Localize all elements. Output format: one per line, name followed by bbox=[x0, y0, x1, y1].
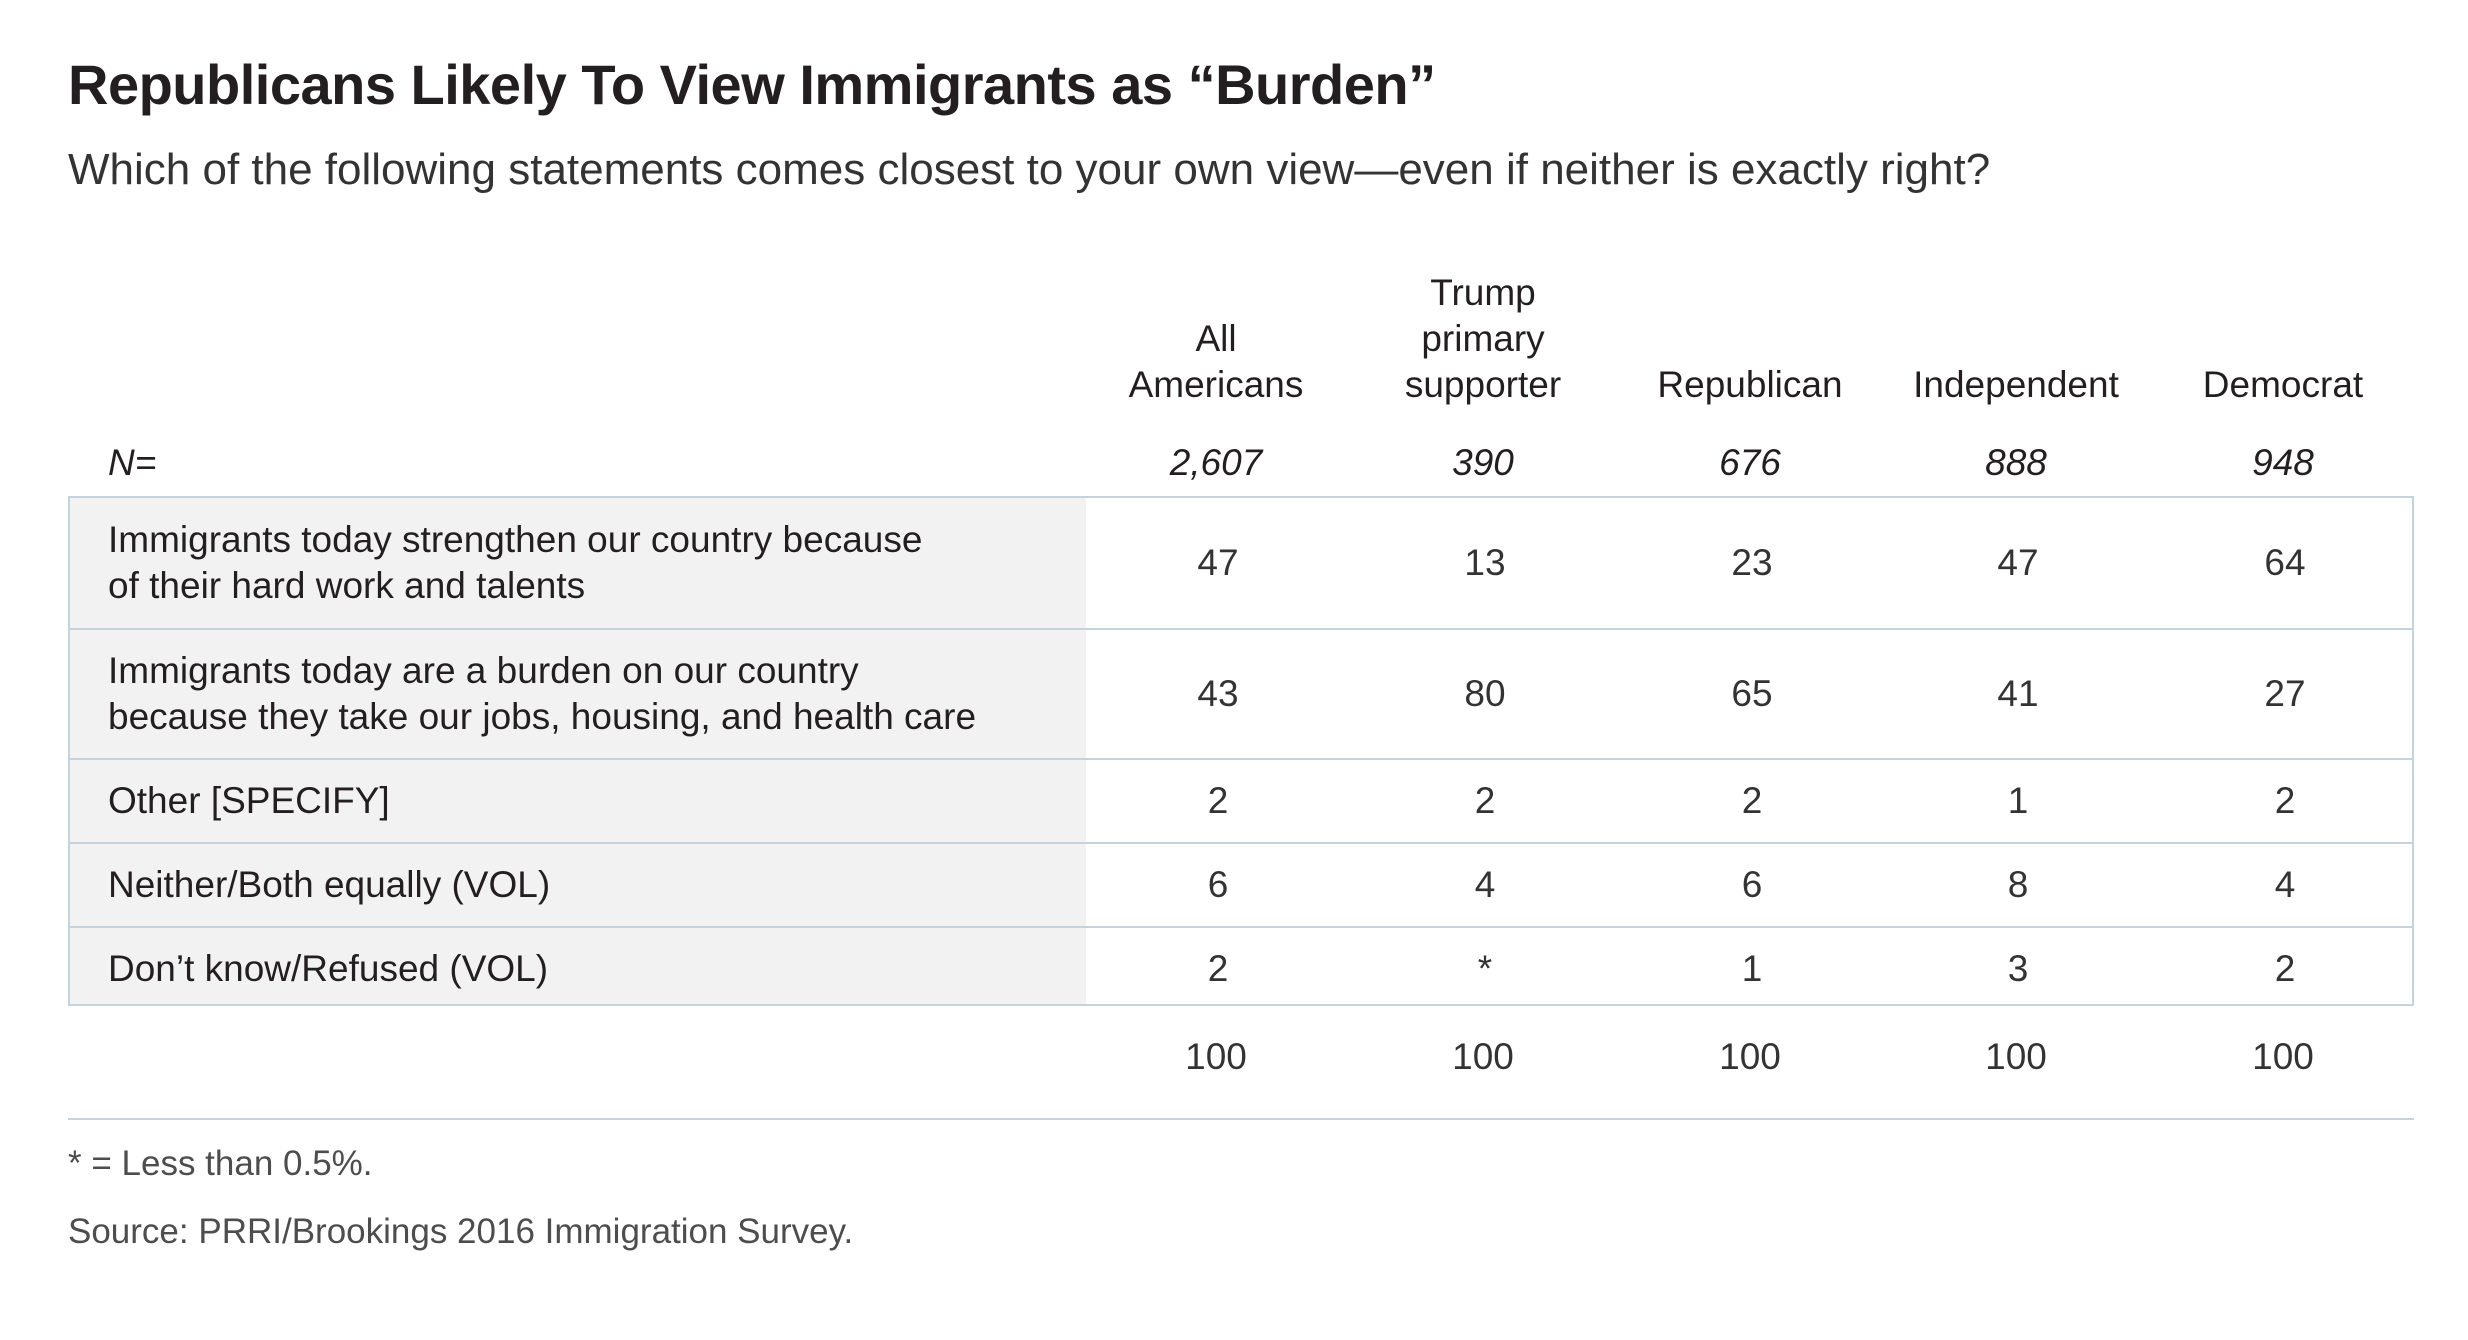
total-value: 100 bbox=[1985, 1036, 2047, 1077]
chart-title: Republicans Likely To View Immigrants as… bbox=[68, 53, 1436, 116]
total-row: 100 100 100 100 100 bbox=[0, 1036, 2468, 1086]
table-cell: * bbox=[1477, 948, 1493, 989]
text-line: Don’t know/Refused (VOL) bbox=[108, 948, 549, 989]
table-cell: 2 bbox=[2274, 780, 2296, 821]
text-line: supporter bbox=[1404, 364, 1562, 405]
table-cell: 47 bbox=[1997, 542, 2039, 583]
table-cell: 80 bbox=[1464, 673, 1506, 714]
table-cell: 3 bbox=[2007, 948, 2029, 989]
row-label: Don’t know/Refused (VOL) bbox=[108, 946, 1068, 992]
text-line: Trump bbox=[1430, 272, 1536, 313]
row-label: Other [SPECIFY] bbox=[108, 778, 1068, 824]
table-row: Neither/Both equally (VOL) 6 4 6 8 4 bbox=[70, 842, 2412, 926]
total-value: 100 bbox=[1719, 1036, 1781, 1077]
row-label-background bbox=[70, 498, 1086, 1004]
text-line: Neither/Both equally (VOL) bbox=[108, 864, 551, 905]
bottom-divider bbox=[68, 1118, 2414, 1120]
column-header: All Americans bbox=[1086, 316, 1346, 408]
table-cell: 4 bbox=[1474, 864, 1496, 905]
table-cell: 6 bbox=[1207, 864, 1229, 905]
table-row: Immigrants today are a burden on our cou… bbox=[70, 628, 2412, 758]
table-row: Immigrants today strengthen our country … bbox=[70, 498, 2412, 628]
table-cell: 2 bbox=[1207, 780, 1229, 821]
row-label: Neither/Both equally (VOL) bbox=[108, 862, 1068, 908]
total-value: 100 bbox=[1452, 1036, 1514, 1077]
source-note: Source: PRRI/Brookings 2016 Immigration … bbox=[68, 1212, 854, 1251]
column-header: Republican bbox=[1620, 362, 1880, 408]
text-line: Other [SPECIFY] bbox=[108, 780, 390, 821]
text-line: Americans bbox=[1128, 364, 1304, 405]
table-cell: 1 bbox=[2007, 780, 2029, 821]
sample-size-row: N= 2,607 390 676 888 948 bbox=[0, 440, 2468, 490]
table-cell: 13 bbox=[1464, 542, 1506, 583]
table-cell: 2 bbox=[1207, 948, 1229, 989]
table-cell: 43 bbox=[1197, 673, 1239, 714]
column-header: Trump primary supporter bbox=[1353, 270, 1613, 408]
table-cell: 8 bbox=[2007, 864, 2029, 905]
sample-size-value: 888 bbox=[1985, 442, 2047, 483]
table-cell: 23 bbox=[1731, 542, 1773, 583]
text-line: Democrat bbox=[2202, 364, 2364, 405]
column-header: Democrat bbox=[2153, 362, 2413, 408]
table-cell: 2 bbox=[1474, 780, 1496, 821]
table-cell: 65 bbox=[1731, 673, 1773, 714]
table-cell: 1 bbox=[1741, 948, 1763, 989]
row-label: Immigrants today are a burden on our cou… bbox=[108, 648, 1068, 740]
text-line: Republican bbox=[1657, 364, 1843, 405]
sample-size-value: 948 bbox=[2252, 442, 2314, 483]
table-row: Don’t know/Refused (VOL) 2 * 1 3 2 bbox=[70, 926, 2412, 1010]
text-line: of their hard work and talents bbox=[108, 565, 586, 606]
text-line: because they take our jobs, housing, and… bbox=[108, 696, 977, 737]
table-cell: 47 bbox=[1197, 542, 1239, 583]
row-label: Immigrants today strengthen our country … bbox=[108, 517, 1068, 609]
chart-subtitle: Which of the following statements comes … bbox=[68, 145, 1991, 194]
table-cell: 64 bbox=[2264, 542, 2306, 583]
total-value: 100 bbox=[1185, 1036, 1247, 1077]
table-cell: 27 bbox=[2264, 673, 2306, 714]
text-line: Independent bbox=[1913, 364, 2119, 405]
sample-size-value: 676 bbox=[1719, 442, 1781, 483]
data-table: Immigrants today strengthen our country … bbox=[68, 496, 2414, 1006]
table-cell: 2 bbox=[1741, 780, 1763, 821]
table-cell: 2 bbox=[2274, 948, 2296, 989]
sample-size-value: 390 bbox=[1452, 442, 1514, 483]
table-cell: 6 bbox=[1741, 864, 1763, 905]
text-line: Immigrants today strengthen our country … bbox=[108, 519, 923, 560]
table-cell: 41 bbox=[1997, 673, 2039, 714]
column-header: Independent bbox=[1886, 362, 2146, 408]
text-line: primary bbox=[1421, 318, 1545, 359]
sample-size-value: 2,607 bbox=[1169, 442, 1263, 483]
table-row: Other [SPECIFY] 2 2 2 1 2 bbox=[70, 758, 2412, 842]
text-line: All bbox=[1195, 318, 1237, 359]
column-header-row: All Americans Trump primary supporter Republi… bbox=[0, 268, 2468, 408]
total-value: 100 bbox=[2252, 1036, 2314, 1077]
table-cell: 4 bbox=[2274, 864, 2296, 905]
sample-size-label: N= bbox=[108, 442, 157, 483]
text-line: Immigrants today are a burden on our cou… bbox=[108, 650, 859, 691]
footnote: * = Less than 0.5%. bbox=[68, 1144, 373, 1183]
